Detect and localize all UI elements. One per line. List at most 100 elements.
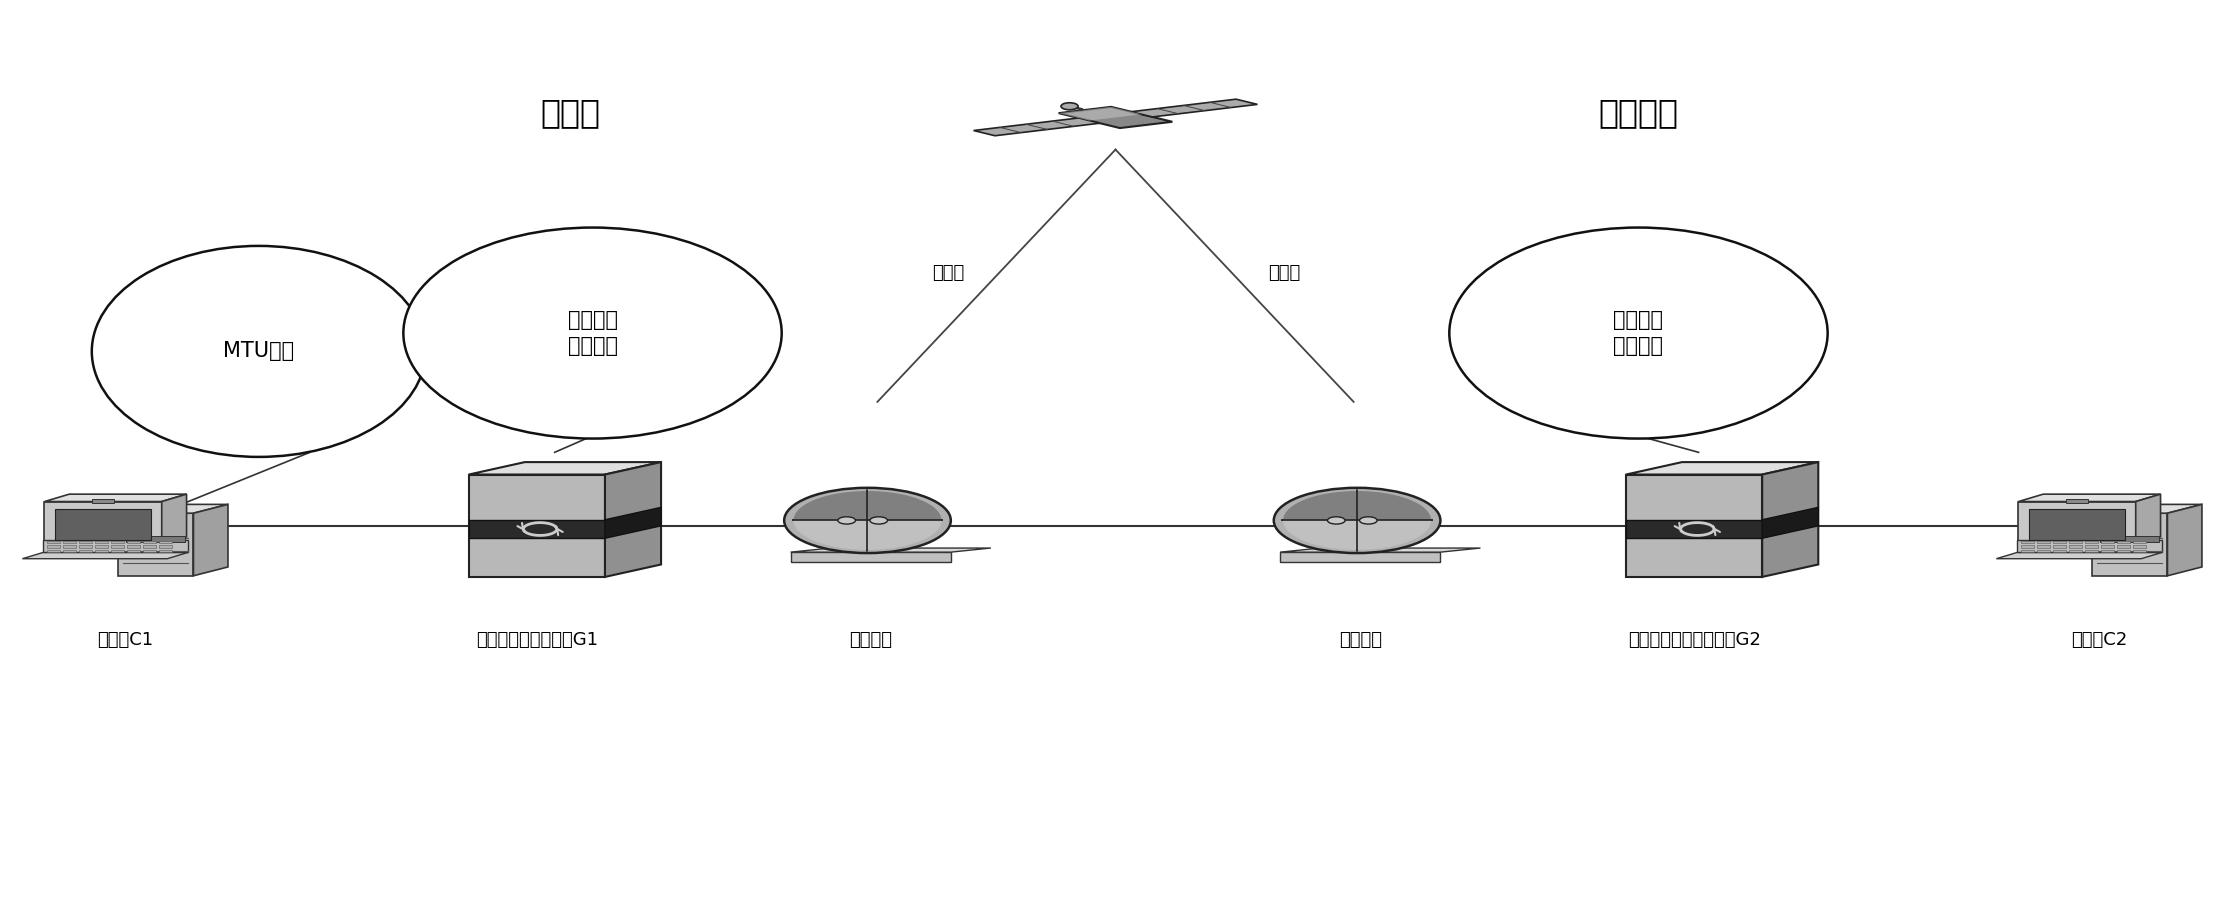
Bar	[2133, 541, 2146, 544]
Polygon shape	[790, 548, 991, 552]
Bar	[96, 545, 107, 547]
Polygon shape	[22, 553, 187, 558]
Polygon shape	[1626, 474, 1762, 577]
Bar	[2099, 536, 2160, 542]
Polygon shape	[1762, 508, 1818, 538]
Polygon shape	[1131, 99, 1258, 117]
Bar	[2117, 541, 2131, 544]
Polygon shape	[1762, 462, 1818, 577]
Bar	[2086, 541, 2097, 544]
Polygon shape	[469, 462, 660, 474]
Bar	[62, 549, 76, 552]
Bar	[125, 536, 185, 542]
Text: 客户端卫星协议网关G1: 客户端卫星协议网关G1	[475, 631, 598, 649]
Bar	[47, 545, 60, 547]
Bar	[143, 545, 156, 547]
Circle shape	[1062, 102, 1078, 110]
Text: 服务器端: 服务器端	[1597, 96, 1678, 129]
Bar	[78, 541, 91, 544]
Bar	[158, 549, 172, 552]
Text: 客户端C1: 客户端C1	[98, 631, 154, 649]
Bar	[143, 549, 156, 552]
Bar	[2117, 549, 2131, 552]
Bar	[143, 541, 156, 544]
Polygon shape	[2090, 513, 2169, 576]
Bar	[112, 541, 125, 544]
Bar	[2068, 549, 2082, 552]
Bar	[2133, 549, 2146, 552]
Polygon shape	[794, 521, 941, 549]
Polygon shape	[1283, 521, 1430, 549]
Polygon shape	[2019, 494, 2160, 501]
Bar	[127, 541, 141, 544]
Polygon shape	[1626, 462, 1818, 474]
Bar	[2102, 545, 2113, 547]
Ellipse shape	[404, 228, 781, 438]
Bar	[2102, 549, 2113, 552]
Bar	[2086, 549, 2097, 552]
Text: 服务器端卫星协议网关G2: 服务器端卫星协议网关G2	[1629, 631, 1760, 649]
Bar	[2021, 545, 2035, 547]
Polygon shape	[2090, 504, 2202, 513]
Polygon shape	[1060, 107, 1171, 128]
Bar	[861, 531, 881, 551]
Bar	[62, 541, 76, 544]
Polygon shape	[1281, 552, 1441, 562]
Bar	[47, 541, 60, 544]
Polygon shape	[45, 501, 161, 545]
Text: 空中段: 空中段	[933, 264, 964, 282]
Bar	[158, 541, 172, 544]
Polygon shape	[2135, 494, 2160, 545]
Bar	[158, 545, 172, 547]
Ellipse shape	[1450, 228, 1827, 438]
Bar	[2037, 545, 2050, 547]
Bar	[2068, 541, 2082, 544]
Bar	[2021, 549, 2035, 552]
Bar	[2030, 509, 2124, 540]
Bar	[78, 545, 91, 547]
Polygon shape	[2019, 501, 2135, 545]
Polygon shape	[45, 494, 187, 501]
Polygon shape	[794, 492, 941, 521]
Polygon shape	[2017, 540, 2162, 553]
Polygon shape	[605, 462, 660, 577]
Bar	[96, 541, 107, 544]
Polygon shape	[194, 504, 228, 576]
Bar	[127, 549, 141, 552]
Polygon shape	[118, 504, 228, 513]
Bar	[2037, 549, 2050, 552]
Bar	[96, 549, 107, 552]
Polygon shape	[1060, 107, 1142, 121]
Bar	[91, 498, 114, 503]
Circle shape	[1327, 517, 1345, 524]
Bar	[2037, 541, 2050, 544]
Bar	[78, 549, 91, 552]
Bar	[56, 509, 152, 540]
Bar	[2021, 541, 2035, 544]
Ellipse shape	[783, 487, 950, 553]
Ellipse shape	[91, 246, 426, 457]
Circle shape	[1359, 517, 1377, 524]
Circle shape	[839, 517, 854, 524]
Bar	[2068, 545, 2082, 547]
Circle shape	[870, 517, 888, 524]
Text: MTU探测: MTU探测	[223, 342, 294, 362]
Polygon shape	[790, 552, 950, 562]
Polygon shape	[1281, 548, 1481, 552]
Polygon shape	[118, 513, 194, 576]
Bar	[2133, 545, 2146, 547]
Bar	[2053, 545, 2066, 547]
Bar	[2066, 498, 2088, 503]
Text: 卫星天线: 卫星天线	[850, 631, 892, 649]
Polygon shape	[42, 540, 187, 553]
Text: 客户端: 客户端	[540, 96, 600, 129]
Bar	[62, 545, 76, 547]
Bar	[2053, 549, 2066, 552]
Polygon shape	[1997, 553, 2162, 558]
Text: 包头压缩
应答欺骗: 包头压缩 应答欺骗	[567, 310, 618, 356]
Bar	[47, 549, 60, 552]
Bar	[2053, 541, 2066, 544]
Polygon shape	[469, 520, 605, 538]
Polygon shape	[2169, 504, 2202, 576]
Polygon shape	[161, 494, 187, 545]
